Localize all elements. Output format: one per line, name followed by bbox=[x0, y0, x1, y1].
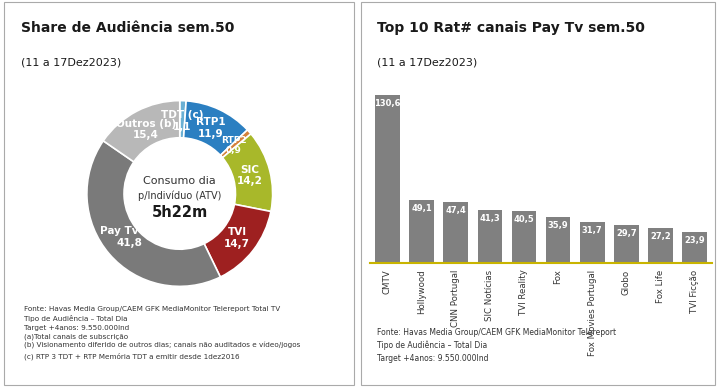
Text: TVI
14,7: TVI 14,7 bbox=[224, 227, 250, 248]
Text: Pay Tv (a)
41,8: Pay Tv (a) 41,8 bbox=[100, 226, 158, 248]
Bar bbox=[546, 217, 570, 263]
Text: Share de Audiência sem.50: Share de Audiência sem.50 bbox=[21, 21, 234, 34]
Bar bbox=[682, 232, 707, 263]
Text: 49,1: 49,1 bbox=[411, 204, 432, 213]
Text: RTP2
0,9: RTP2 0,9 bbox=[221, 136, 247, 155]
Text: Consumo dia: Consumo dia bbox=[143, 176, 216, 187]
Text: 29,7: 29,7 bbox=[616, 229, 637, 238]
Wedge shape bbox=[204, 204, 271, 277]
Wedge shape bbox=[183, 101, 247, 155]
Text: 40,5: 40,5 bbox=[513, 215, 534, 224]
Text: 23,9: 23,9 bbox=[684, 236, 705, 245]
Text: 130,6: 130,6 bbox=[374, 99, 400, 108]
Bar bbox=[580, 222, 605, 263]
Text: SIC
14,2: SIC 14,2 bbox=[237, 165, 263, 186]
Text: Fonte: Havas Media Group/CAEM GFK MediaMonitor Telereport Total TV
Tipo de Audiê: Fonte: Havas Media Group/CAEM GFK MediaM… bbox=[24, 306, 301, 360]
Text: 35,9: 35,9 bbox=[548, 221, 569, 230]
Text: Fonte: Havas Media Group/CAEM GFK MediaMonitor Telereport
Tipo de Audiência – To: Fonte: Havas Media Group/CAEM GFK MediaM… bbox=[377, 328, 616, 363]
Wedge shape bbox=[221, 130, 251, 158]
Bar bbox=[649, 228, 673, 263]
Text: 27,2: 27,2 bbox=[650, 232, 671, 241]
Wedge shape bbox=[104, 101, 180, 162]
Bar bbox=[444, 202, 468, 263]
Text: p/Indivíduo (ATV): p/Indivíduo (ATV) bbox=[138, 190, 221, 200]
Text: TDT (c)
1,1: TDT (c) 1,1 bbox=[161, 110, 203, 132]
Bar bbox=[409, 200, 434, 263]
Bar bbox=[614, 225, 638, 263]
Text: 47,4: 47,4 bbox=[445, 206, 466, 215]
Wedge shape bbox=[87, 141, 220, 286]
Text: Top 10 Rat# canais Pay Tv sem.50: Top 10 Rat# canais Pay Tv sem.50 bbox=[377, 21, 645, 34]
Bar bbox=[512, 211, 536, 263]
Text: (11 a 17Dez2023): (11 a 17Dez2023) bbox=[377, 57, 477, 67]
Text: 41,3: 41,3 bbox=[480, 214, 500, 223]
Text: (11 a 17Dez2023): (11 a 17Dez2023) bbox=[21, 57, 122, 67]
Bar bbox=[375, 95, 400, 263]
Text: 31,7: 31,7 bbox=[582, 226, 603, 235]
Wedge shape bbox=[180, 101, 186, 138]
Bar bbox=[477, 210, 502, 263]
Wedge shape bbox=[222, 134, 273, 211]
Text: Outros (b)
15,4: Outros (b) 15,4 bbox=[116, 118, 176, 140]
Text: RTP1
11,9: RTP1 11,9 bbox=[196, 117, 226, 139]
Text: 5h22m: 5h22m bbox=[152, 205, 208, 219]
